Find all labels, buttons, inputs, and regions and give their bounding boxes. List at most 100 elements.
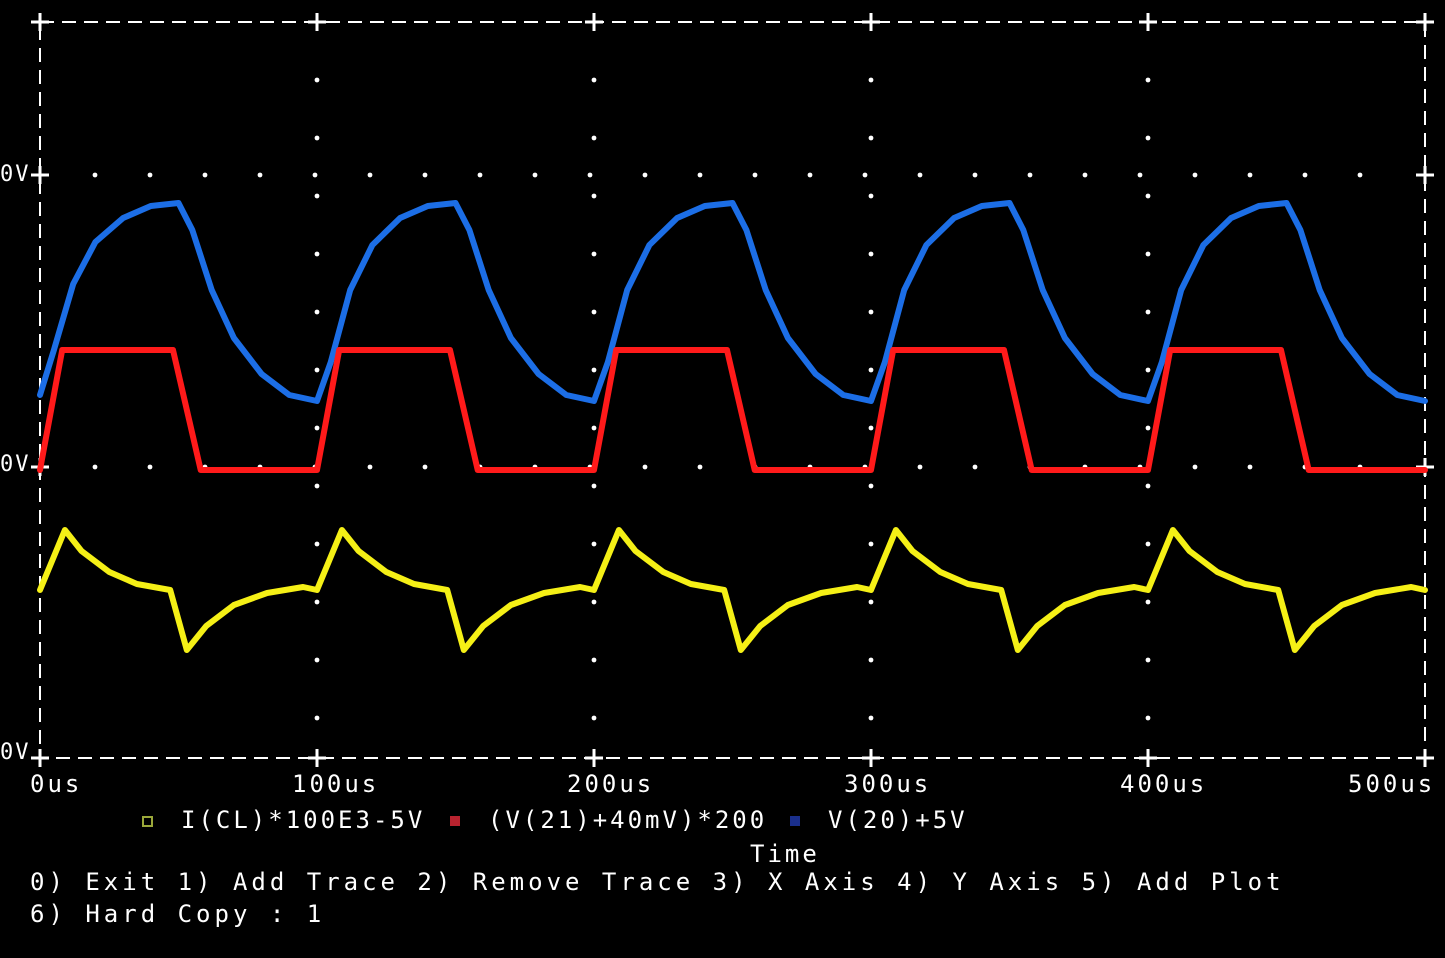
- grid-dot: [972, 464, 978, 470]
- legend-label-red: (V(21)+40mV)*200: [488, 806, 768, 834]
- grid-dot: [1027, 172, 1033, 178]
- grid-dot: [1145, 715, 1151, 721]
- grid-dot: [1145, 367, 1151, 373]
- grid-dot: [1145, 309, 1151, 315]
- grid-dot: [314, 367, 320, 373]
- grid-dot: [202, 172, 208, 178]
- legend-label-blue: V(20)+5V: [828, 806, 968, 834]
- grid-dot: [752, 172, 758, 178]
- grid-dot: [532, 172, 538, 178]
- grid-dot: [1137, 172, 1143, 178]
- grid-dot: [591, 599, 597, 605]
- grid-dot: [591, 251, 597, 257]
- grid-dot: [314, 483, 320, 489]
- x-tick-label-0: 0us: [30, 770, 83, 798]
- grid-dot: [367, 172, 373, 178]
- grid-dot: [1145, 657, 1151, 663]
- grid-dot: [422, 464, 428, 470]
- grid-dot: [147, 464, 153, 470]
- grid-dot: [1192, 464, 1198, 470]
- y-tick-label-bottom: 0V: [0, 740, 31, 765]
- grid-dot: [1145, 193, 1151, 199]
- grid-dot: [314, 77, 320, 83]
- grid-dot: [477, 172, 483, 178]
- legend-item-yellow: I(CL)*100E3-5V: [142, 806, 425, 834]
- grid-dot: [1145, 251, 1151, 257]
- grid-dot: [591, 309, 597, 315]
- square-marker-icon: [790, 816, 800, 826]
- grid-dot: [868, 309, 874, 315]
- grid-dot: [314, 715, 320, 721]
- grid-dot: [1357, 172, 1363, 178]
- grid-dot: [642, 464, 648, 470]
- grid-dot: [862, 172, 868, 178]
- grid-dot: [314, 309, 320, 315]
- grid-dot: [367, 464, 373, 470]
- grid-dot: [591, 425, 597, 431]
- grid-dot: [591, 541, 597, 547]
- grid-dot: [697, 172, 703, 178]
- grid-dot: [868, 483, 874, 489]
- x-tick-label-5: 500us: [1348, 770, 1436, 798]
- grid-dot: [314, 251, 320, 257]
- x-axis-title: Time: [750, 840, 820, 868]
- grid-dot: [1145, 425, 1151, 431]
- grid-dot: [422, 172, 428, 178]
- grid-dot: [1302, 172, 1308, 178]
- grid-dot: [1082, 172, 1088, 178]
- grid-dot: [314, 135, 320, 141]
- grid-dot: [92, 464, 98, 470]
- command-menu-line-2: 6) Hard Copy : 1: [30, 900, 326, 928]
- legend: I(CL)*100E3-5V (V(21)+40mV)*200 V(20)+5V: [0, 806, 1445, 840]
- grid-dot: [868, 193, 874, 199]
- grid-dot: [591, 193, 597, 199]
- trace-blue: [37, 200, 1428, 404]
- grid-dot: [314, 541, 320, 547]
- grid-dot: [1145, 77, 1151, 83]
- grid-dot: [591, 483, 597, 489]
- grid-dot: [147, 172, 153, 178]
- grid-dot: [868, 77, 874, 83]
- y-tick-label-middle: 0V: [0, 452, 31, 477]
- grid-dots: [92, 77, 1363, 721]
- grid-dot: [868, 135, 874, 141]
- square-outline-marker-icon: [142, 815, 153, 827]
- grid-dot: [92, 172, 98, 178]
- grid-dot: [868, 715, 874, 721]
- grid-dot: [312, 172, 318, 178]
- plot-border: [39, 21, 1426, 759]
- grid-dot: [868, 251, 874, 257]
- grid-dot: [972, 172, 978, 178]
- command-menu-line-1: 0) Exit 1) Add Trace 2) Remove Trace 3) …: [30, 868, 1285, 896]
- grid-dot: [868, 657, 874, 663]
- grid-dot: [1145, 483, 1151, 489]
- grid-dot: [807, 172, 813, 178]
- grid-dot: [917, 172, 923, 178]
- grid-dot: [1145, 599, 1151, 605]
- grid-dot: [1192, 172, 1198, 178]
- grid-dot: [314, 657, 320, 663]
- grid-dot: [1145, 135, 1151, 141]
- x-tick-label-1: 100us: [292, 770, 380, 798]
- x-tick-label-3: 300us: [844, 770, 932, 798]
- grid-dot: [697, 464, 703, 470]
- grid-dot: [314, 599, 320, 605]
- grid-dot: [1247, 172, 1253, 178]
- grid-dot: [591, 657, 597, 663]
- x-marker-icon: [450, 816, 460, 826]
- grid-dot: [314, 425, 320, 431]
- grid-dot: [591, 77, 597, 83]
- grid-dot: [314, 193, 320, 199]
- grid-dot: [257, 172, 263, 178]
- traces: [37, 200, 1428, 653]
- grid-dot: [868, 425, 874, 431]
- grid-dot: [868, 367, 874, 373]
- trace-red: [37, 347, 1428, 473]
- grid-dot: [868, 541, 874, 547]
- legend-item-red: (V(21)+40mV)*200: [450, 806, 767, 834]
- legend-item-blue: V(20)+5V: [790, 806, 968, 834]
- grid-dot: [1247, 464, 1253, 470]
- grid-dot: [591, 367, 597, 373]
- grid-dot: [591, 135, 597, 141]
